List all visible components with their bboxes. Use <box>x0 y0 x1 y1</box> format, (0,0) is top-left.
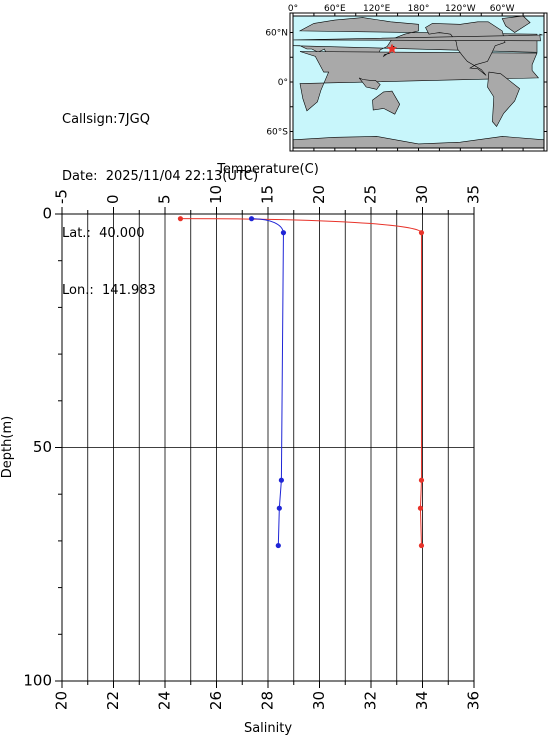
landmass-indonesia <box>358 77 381 90</box>
map-longitude-label: 180° <box>408 4 430 14</box>
temperature-tick-label: 25 <box>362 185 380 204</box>
series-point-2 <box>275 542 281 549</box>
salinity-tick-label: 22 <box>104 691 122 710</box>
callsign-value: 7JGQ <box>117 112 150 127</box>
series-point-1 <box>177 216 184 222</box>
series-line-2 <box>251 218 284 546</box>
salinity-tick-label: 36 <box>465 691 483 710</box>
series-point-1 <box>418 477 425 483</box>
depth-tick-label: 50 <box>33 438 52 456</box>
map-latitude-label: 0° <box>278 78 288 88</box>
map-left-labels: 60°N 0° 60°S <box>265 29 288 138</box>
latitude-label: Lat.: <box>62 226 91 241</box>
temperature-tick-label: -5 <box>53 189 71 204</box>
axis-ticks <box>55 207 475 688</box>
salinity-axis-label: Salinity <box>244 721 292 736</box>
temperature-tick-label: 5 <box>156 194 174 204</box>
profile-chart: -5 0 5 10 15 20 25 30 35 20 22 24 26 28 30 32 34 36 0501… <box>0 162 483 736</box>
temperature-tick-label: 0 <box>104 194 122 204</box>
series-point-1 <box>417 505 424 511</box>
longitude-line: Lon.: 141.983 <box>62 281 258 300</box>
map-ticks <box>290 13 547 151</box>
series-point-2 <box>248 216 255 222</box>
map-top-labels: 0° 60°E 120°E 180° 120°W 60°W <box>288 4 515 14</box>
latitude-line: Lat.: 40.000 <box>62 224 258 243</box>
salinity-tick-labels: 20 22 24 26 28 30 32 34 36 <box>53 691 483 710</box>
depth-axis-label: Depth(m) <box>0 416 15 478</box>
series-point-2 <box>276 505 282 511</box>
landmass-australia <box>372 90 401 115</box>
series-layer <box>177 216 425 549</box>
series-point-1 <box>418 230 425 236</box>
map-longitude-label: 0° <box>288 4 298 14</box>
map-latitude-label: 60°N <box>265 29 288 39</box>
salinity-tick-label: 28 <box>259 691 277 710</box>
temperature-axis-label: Temperature(C) <box>216 162 319 177</box>
map-land <box>292 15 545 149</box>
salinity-tick-label: 24 <box>156 691 174 710</box>
callsign-line: Callsign:7JGQ <box>62 110 258 129</box>
series-point-2 <box>278 477 284 483</box>
latitude-value: 40.000 <box>99 226 145 241</box>
star-icon <box>386 43 398 54</box>
callsign-label: Callsign: <box>62 112 118 127</box>
map-longitude-label: 120°E <box>363 4 391 14</box>
grid-lines <box>62 214 474 681</box>
longitude-value: 141.983 <box>102 283 156 298</box>
salinity-tick-label: 30 <box>310 691 328 710</box>
salinity-tick-label: 20 <box>53 691 71 710</box>
date-line: Date: 2025/11/04 22:13(UTC) <box>62 167 258 186</box>
landmass-south-america <box>487 71 520 128</box>
salinity-tick-label: 26 <box>207 691 225 710</box>
date-label: Date: <box>62 169 98 184</box>
salinity-tick-label: 32 <box>362 691 380 710</box>
world-map: 0° 60°E 120°E 180° 120°W 60°W 60°N 0° 60°S <box>265 4 548 152</box>
temperature-tick-label: 35 <box>465 185 483 204</box>
temperature-tick-label: 20 <box>310 185 328 204</box>
map-longitude-label: 120°W <box>445 4 476 14</box>
temperature-tick-label: 15 <box>259 185 277 204</box>
map-longitude-label: 60°W <box>490 4 515 14</box>
depth-tick-label: 0 <box>42 205 52 223</box>
map-latitude-label: 60°S <box>266 128 288 138</box>
temperature-tick-label: 30 <box>413 185 431 204</box>
map-longitude-label: 60°E <box>324 4 346 14</box>
series-point-1 <box>418 542 425 549</box>
temperature-tick-labels: -5 0 5 10 15 20 25 30 35 <box>53 185 483 204</box>
series-point-2 <box>280 230 287 236</box>
longitude-label: Lon.: <box>62 283 94 298</box>
temperature-tick-label: 10 <box>207 185 225 204</box>
station-star-marker <box>386 43 398 54</box>
landmass-uk <box>293 33 543 42</box>
date-value: 2025/11/04 22:13(UTC) <box>105 169 259 184</box>
depth-tick-labels: 0 50 100 <box>23 205 52 690</box>
salinity-tick-label: 34 <box>413 691 431 710</box>
depth-tick-label: 100 <box>23 672 52 690</box>
station-info: Callsign:7JGQ Date: 2025/11/04 22:13(UTC… <box>62 72 258 319</box>
